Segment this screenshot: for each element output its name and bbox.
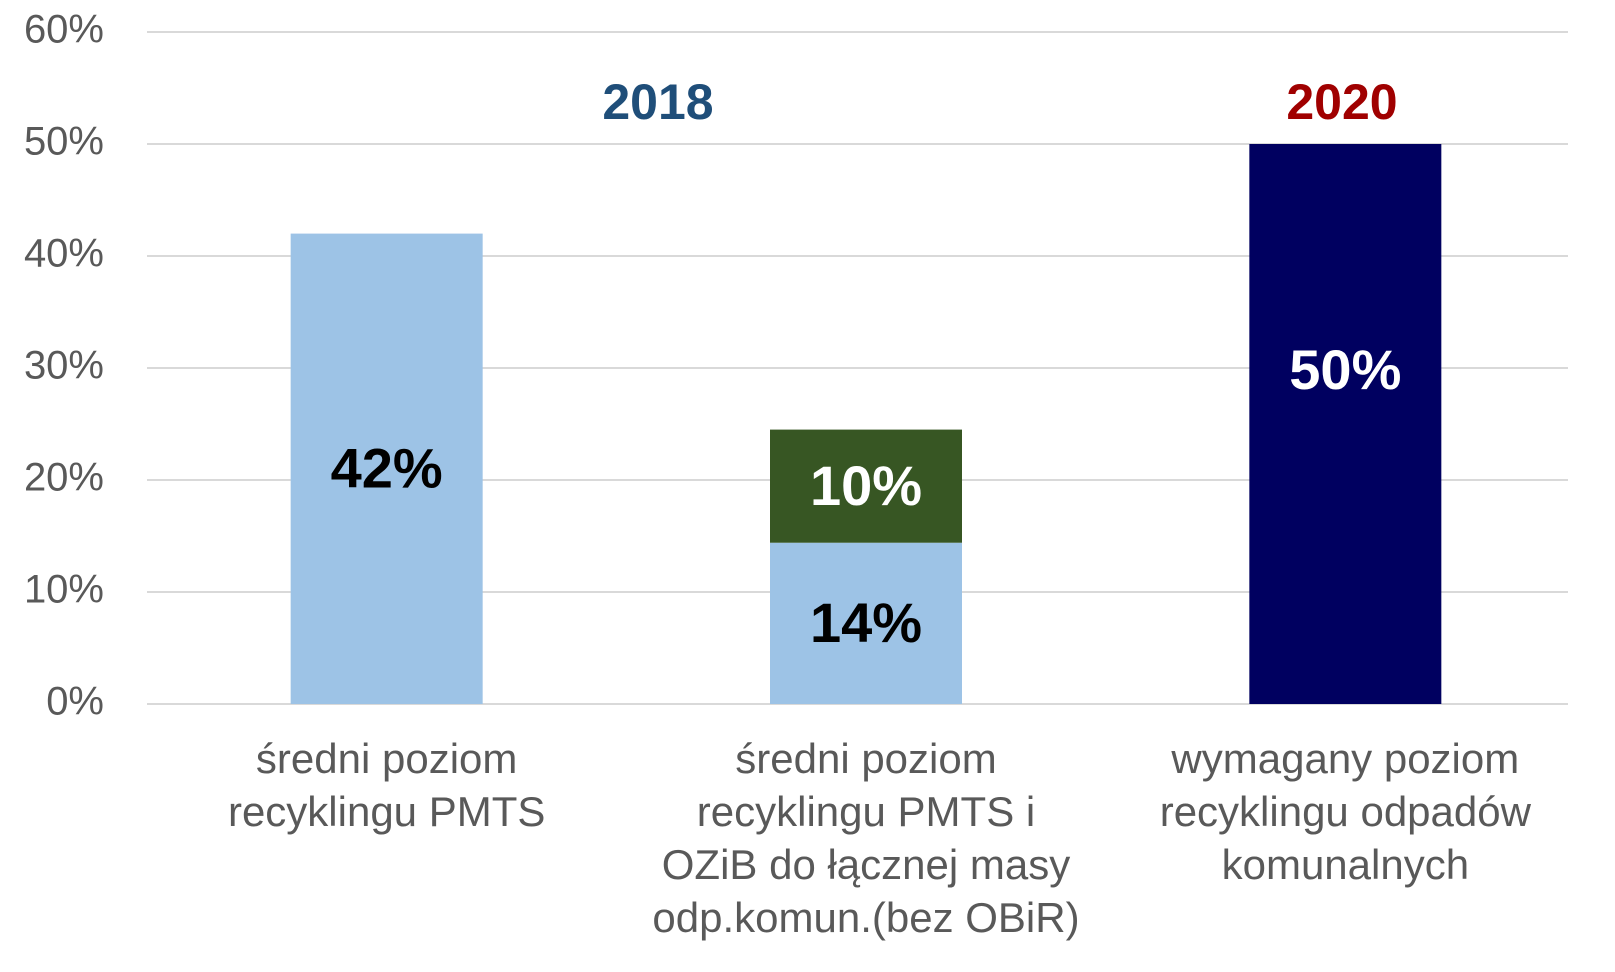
y-tick-label: 10% (24, 568, 104, 612)
x-tick-label: recyklingu PMTS (228, 788, 545, 835)
data-label: 14% (810, 591, 922, 654)
x-tick-label: wymagany poziom (1170, 735, 1519, 782)
y-tick-label: 40% (24, 232, 104, 276)
data-label: 10% (810, 454, 922, 517)
y-tick-label: 20% (24, 456, 104, 500)
y-tick-label: 0% (46, 680, 104, 724)
x-tick-label: średni poziom (256, 735, 517, 782)
bar (290, 233, 483, 704)
x-tick-label: OZiB do łącznej masy (662, 841, 1070, 888)
y-tick-label: 60% (24, 8, 104, 52)
y-tick-label: 50% (24, 120, 104, 164)
bar (1249, 144, 1442, 704)
data-label: 50% (1289, 338, 1401, 401)
y-tick-label: 30% (24, 344, 104, 388)
bar (770, 429, 962, 543)
bar (770, 542, 962, 704)
annotation: 2020 (1286, 74, 1397, 130)
annotation: 2018 (602, 74, 713, 130)
data-label: 42% (331, 437, 443, 500)
x-tick-label: recyklingu PMTS i (697, 788, 1035, 835)
x-tick-label: odp.komun.(bez OBiR) (652, 894, 1079, 941)
x-tick-label: komunalnych (1222, 841, 1469, 888)
x-tick-label: średni poziom (735, 735, 996, 782)
x-tick-label: recyklingu odpadów (1160, 788, 1532, 835)
